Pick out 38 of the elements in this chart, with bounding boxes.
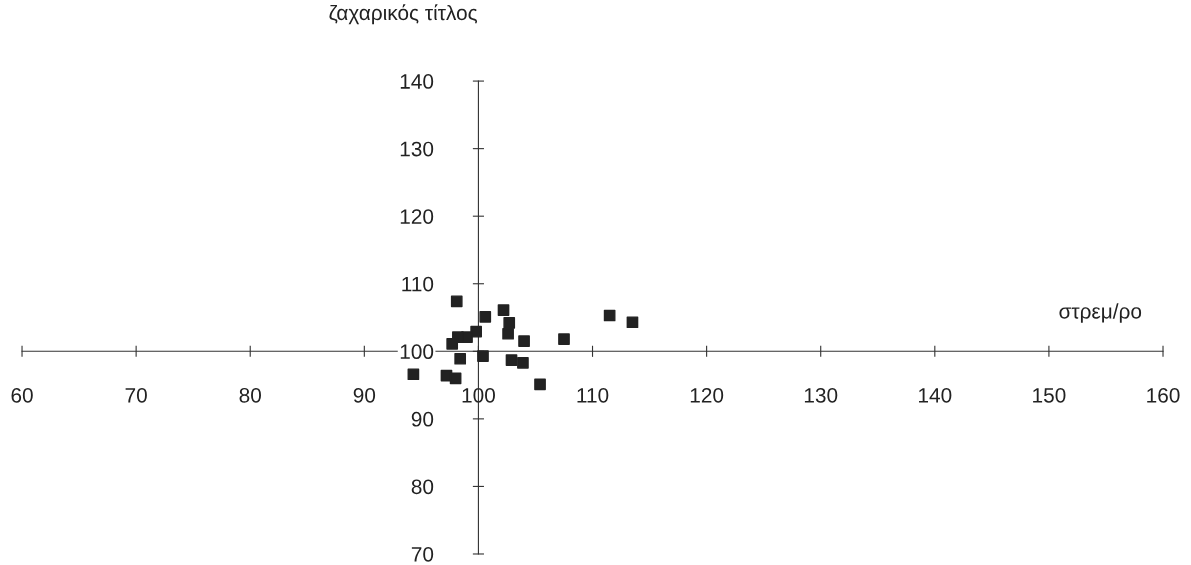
x-tick-label: 130 [804,387,838,403]
point [503,317,516,329]
point [505,354,518,366]
point [454,352,467,365]
point [626,316,639,329]
point [603,309,616,322]
x-tick-label: 140 [919,387,952,403]
x-axis-title: στρεμ/ρο [1059,303,1142,323]
y-tick-label: 130 [400,141,434,157]
x-tick-label: 120 [690,387,724,403]
y-tick-label: 100 [400,344,434,360]
point [477,350,489,362]
point [479,311,492,323]
x-tick-label: 160 [1147,387,1180,403]
point [517,356,529,369]
point [518,335,530,348]
y-tick-label: 140 [400,74,434,89]
point [446,338,459,350]
point [558,333,570,345]
x-tick-label: 90 [353,387,376,403]
x-tick-label: 80 [239,387,261,403]
y-tick-label: 90 [411,411,434,427]
point [450,295,463,308]
x-tick-label: 150 [1033,387,1066,403]
x-tick-label: 110 [577,387,609,403]
point [497,304,510,316]
point [407,368,420,381]
y-axis-title: ζαχαρικός τίτλος [329,4,478,25]
y-tick-label: 80 [411,479,434,495]
x-tick-label: 60 [11,387,33,403]
point [449,372,462,385]
point [534,378,546,391]
point [470,325,482,338]
y-tick-label: 70 [411,546,434,562]
point [502,327,514,340]
x-tick-label: 70 [125,387,147,403]
y-tick-label: 110 [402,276,434,292]
y-tick-label: 120 [400,209,434,224]
